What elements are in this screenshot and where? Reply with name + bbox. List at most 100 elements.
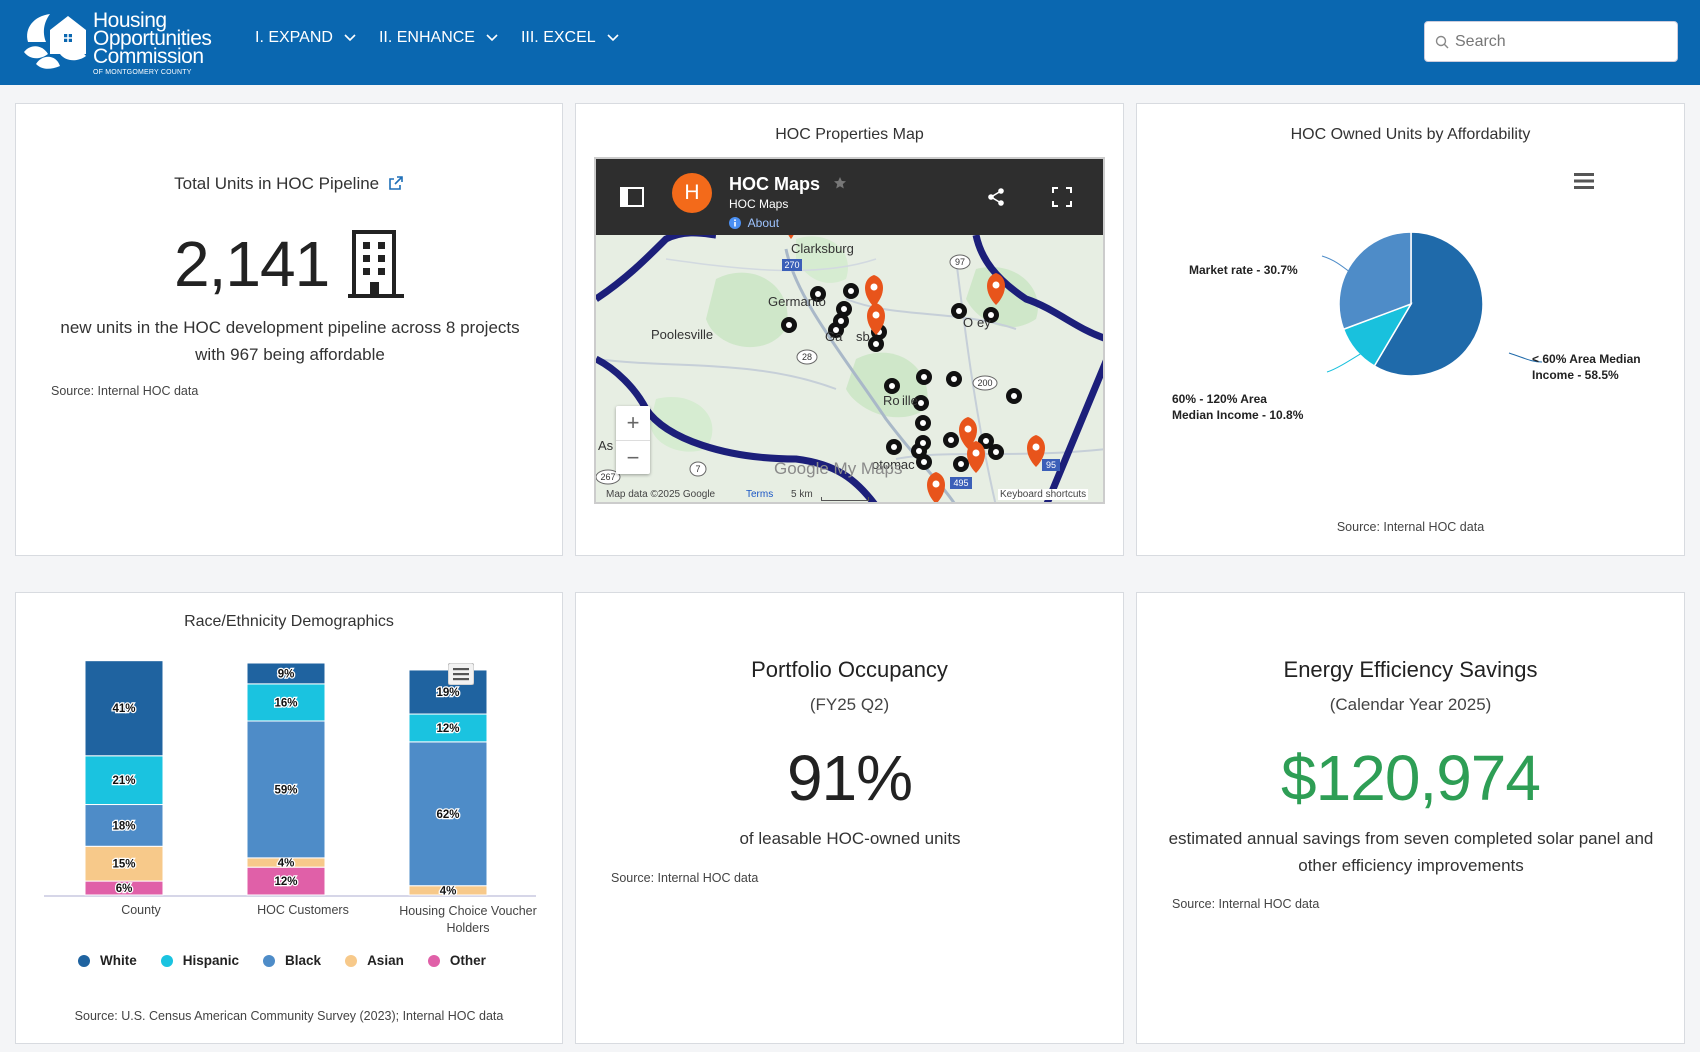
share-icon[interactable] (986, 187, 1006, 207)
pie-label-below-60: < 60% Area Median Income - 58.5% (1532, 351, 1641, 383)
fullscreen-icon[interactable] (1052, 187, 1072, 207)
zoom-in-button[interactable]: + (626, 410, 640, 435)
search-icon (1435, 35, 1449, 48)
logo-text-opportunities: Opportunities (93, 27, 212, 50)
energy-title: Energy Efficiency Savings (1283, 657, 1538, 682)
route-7-label: 7 (695, 464, 700, 474)
hoc-logo[interactable]: Housing Opportunities Commission OF MONT… (20, 8, 220, 76)
energy-subtitle: (Calendar Year 2025) (1329, 695, 1492, 714)
pie-slice-2[interactable] (1338, 231, 1412, 331)
legend-item-white[interactable]: White (78, 953, 137, 968)
map-card: HOC Properties Map (575, 103, 1124, 556)
affordability-card: HOC Owned Units by Affordability Market … (1136, 103, 1685, 556)
legend-dot-black (263, 954, 276, 967)
bar-segment-hispanic-0[interactable] (84, 755, 164, 806)
search-box[interactable] (1424, 21, 1678, 62)
bar-data-label: 4% (278, 858, 295, 870)
bar-segment-white-1[interactable] (246, 662, 326, 685)
bar-segment-other-1[interactable] (246, 866, 326, 896)
category-label-hoc-customers: HOC Customers (257, 903, 349, 917)
legend-label-white: White (100, 953, 137, 968)
star-icon[interactable] (833, 176, 847, 190)
category-label-hcv-line1: Housing Choice Voucher (399, 904, 537, 918)
affordability-pie-chart (1321, 231, 1543, 377)
map-about-link[interactable]: About (729, 216, 779, 230)
logo-text-commission: Commission (93, 45, 204, 68)
route-495-label: 495 (953, 478, 968, 488)
logo-text-housing: Housing (93, 9, 167, 32)
place-label-potomac: otomac (872, 457, 915, 472)
nav-enhance[interactable]: II. ENHANCE (379, 29, 499, 47)
bar-data-label: 59% (274, 784, 297, 796)
bar-data-label: 19% (436, 687, 459, 699)
nav-excel[interactable]: III. EXCEL (521, 29, 620, 47)
place-label-clarksburg: Clarksburg (791, 241, 854, 256)
keyboard-shortcuts-link[interactable]: Keyboard shortcuts (998, 489, 1089, 500)
map-canvas[interactable]: Clarksburg Germanto Poolesville Ga sb O … (596, 159, 1105, 504)
bar-segment-black-0[interactable] (84, 804, 164, 847)
map-data-attribution: Map data ©2025 Google (606, 489, 716, 500)
pie-connector-mid (1326, 347, 1371, 373)
bar-segment-hispanic-1[interactable] (246, 683, 326, 722)
zoom-out-button[interactable]: − (616, 440, 650, 474)
category-label-hcv-holders: Housing Choice Voucher Holders (373, 903, 563, 937)
pie-label-60-120-line1: 60% - 120% Area (1172, 392, 1267, 406)
affordability-source: Source: Internal HOC data (1336, 520, 1485, 534)
place-label-gaithersburg-a: Ga (825, 329, 843, 344)
pipeline-title[interactable]: Total Units in HOC Pipeline (16, 174, 562, 194)
map-terms-link[interactable]: Terms (746, 489, 774, 500)
chart-menu-icon[interactable] (1573, 172, 1595, 190)
route-28-label: 28 (802, 352, 812, 362)
place-label-olney-a: O (963, 315, 973, 330)
legend-item-asian[interactable]: Asian (345, 953, 404, 968)
map-app-subtitle: HOC Maps (729, 197, 789, 211)
demographics-stacked-bar-chart: 6% 15% 18% 21% 41% 12% 4% 59% 16% 9% 4% 62% 12% 19% (44, 660, 536, 899)
map-scale-label: 5 km (791, 489, 813, 500)
building-icon (348, 230, 404, 298)
chart-menu-icon[interactable] (448, 663, 474, 685)
pie-slice-0[interactable] (1373, 231, 1484, 377)
legend-dot-white (78, 954, 90, 967)
pie-label-below-60-line2: Income - 58.5% (1532, 368, 1619, 382)
legend-item-other[interactable]: Other (427, 953, 486, 968)
house-leaf-logo-icon (24, 14, 86, 69)
bar-data-label: 21% (112, 775, 135, 787)
place-label-ashburn: As (598, 438, 614, 453)
nav-enhance-label: II. ENHANCE (378, 29, 475, 46)
sidebar-toggle-icon[interactable] (620, 187, 644, 207)
pipeline-card: Total Units in HOC Pipeline 2,141 new un… (15, 103, 563, 556)
logo-text-county: OF MONTGOMERY COUNTY (93, 69, 192, 76)
bar-segment-black-1[interactable] (246, 720, 326, 859)
place-label-rockville-a: Ro (883, 393, 900, 408)
pipeline-description: new units in the HOC development pipelin… (60, 318, 520, 364)
info-icon (729, 217, 741, 229)
occupancy-title: Portfolio Occupancy (751, 657, 948, 682)
bar-data-label: 62% (436, 809, 459, 821)
map-app-title-text: HOC Maps (729, 174, 821, 194)
bar-segment-asian-0[interactable] (84, 845, 164, 882)
legend-dot-asian (345, 954, 358, 967)
energy-source: Source: Internal HOC data (1172, 897, 1320, 911)
legend-item-hispanic[interactable]: Hispanic (160, 953, 239, 968)
search-input[interactable] (1455, 32, 1655, 51)
map-scale-bar (821, 497, 869, 501)
place-label-olney-b: ey (977, 315, 991, 330)
bar-segment-black-2[interactable] (408, 741, 488, 887)
map-zoom-controls: + − (616, 406, 650, 474)
legend-dot-other (427, 954, 440, 967)
map-header-bar: H HOC Maps HOC Maps About (596, 159, 1103, 235)
bar-segment-white-0[interactable] (84, 660, 164, 757)
energy-description: estimated annual savings from seven comp… (1168, 829, 1654, 875)
embedded-map[interactable]: Clarksburg Germanto Poolesville Ga sb O … (594, 157, 1105, 504)
external-link-icon[interactable] (388, 175, 404, 191)
pie-label-market-rate: Market rate - 30.7% (1189, 263, 1298, 277)
legend-dot-hispanic (160, 954, 173, 967)
nav-expand[interactable]: I. EXPAND (255, 29, 357, 47)
nav-expand-label: I. EXPAND (255, 29, 333, 46)
legend-item-black[interactable]: Black (263, 953, 321, 968)
occupancy-value: 91% (786, 742, 913, 814)
bar-segment-hispanic-2[interactable] (408, 713, 488, 743)
map-footer: Map data ©2025 Google Terms 5 km Keyboar… (596, 488, 1103, 502)
legend-label-black: Black (285, 953, 322, 968)
category-label-county: County (121, 903, 161, 917)
